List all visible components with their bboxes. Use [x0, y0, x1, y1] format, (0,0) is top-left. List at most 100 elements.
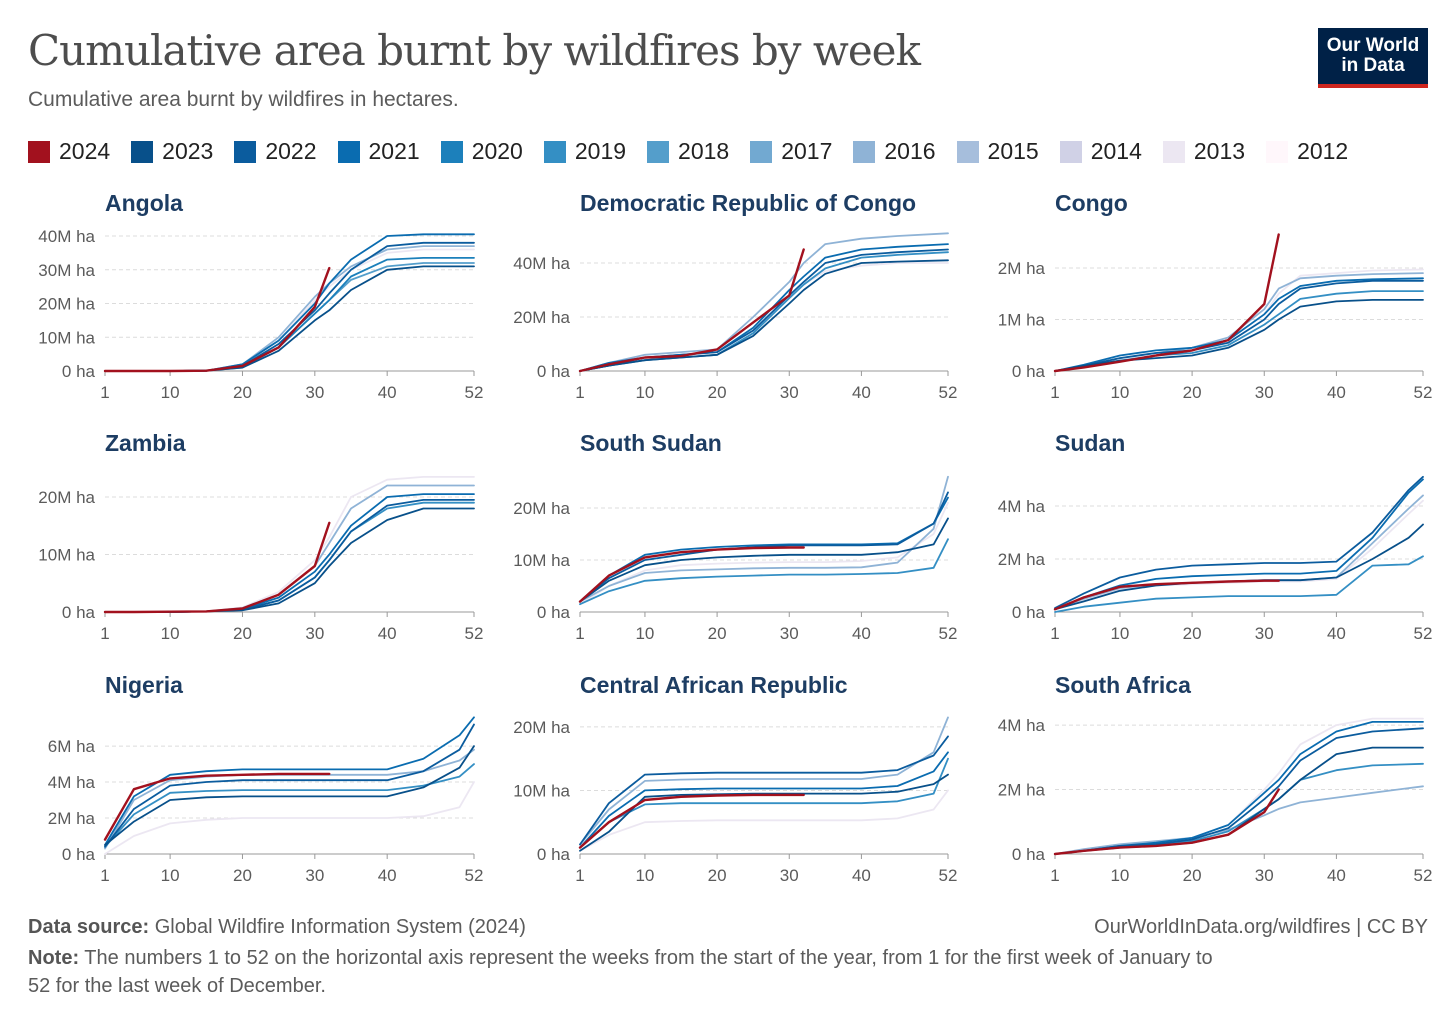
- legend-label: 2020: [471, 138, 523, 164]
- x-tick-label: 20: [1183, 383, 1202, 402]
- x-tick-label: 52: [465, 383, 484, 402]
- x-tick-label: 10: [1110, 866, 1129, 885]
- legend-item-2013[interactable]: 2013: [1162, 138, 1245, 165]
- series-line-2024: [103, 266, 331, 373]
- owid-logo[interactable]: Our World in Data: [1318, 28, 1428, 88]
- legend-swatch: [28, 140, 50, 163]
- chart-panel-democratic-republic-of-congo: Democratic Republic of Congo 0 ha 20M ha 40…: [513, 190, 957, 402]
- x-tick-label: 30: [780, 383, 799, 402]
- x-tick-label: 1: [100, 866, 109, 885]
- series-line-2016: [579, 475, 949, 603]
- legend-item-2016[interactable]: 2016: [853, 138, 936, 165]
- x-tick-label: 20: [708, 383, 727, 402]
- logo-line-2: in Data: [1341, 55, 1405, 76]
- legend-item-2018[interactable]: 2018: [647, 138, 729, 165]
- legend-item-2024[interactable]: 2024: [28, 138, 110, 165]
- series-line-2019: [1054, 555, 1424, 613]
- y-tick-label: 10M ha: [513, 551, 570, 570]
- y-tick-label: 20M ha: [513, 308, 570, 327]
- y-tick-label: 10M ha: [513, 781, 570, 800]
- series-line-2023: [104, 507, 475, 613]
- x-tick-label: 52: [939, 624, 958, 643]
- x-tick-label: 40: [852, 383, 871, 402]
- x-tick-label: 30: [780, 624, 799, 643]
- x-tick-label: 40: [852, 866, 871, 885]
- note-line-2: 52 for the last week of December.: [28, 975, 326, 997]
- x-tick-label: 1: [1050, 383, 1059, 402]
- y-tick-label: 0 ha: [537, 362, 571, 381]
- legend-swatch: [853, 140, 876, 163]
- legend-item-2012[interactable]: 2012: [1266, 138, 1348, 165]
- series-line-2021: [579, 751, 949, 849]
- y-tick-label: 0 ha: [62, 845, 96, 864]
- x-tick-label: 52: [1414, 383, 1433, 402]
- x-tick-label: 20: [708, 624, 727, 643]
- x-tick-label: 1: [100, 624, 109, 643]
- series-line-2023: [579, 517, 949, 603]
- legend-item-2017[interactable]: 2017: [750, 138, 832, 165]
- x-tick-label: 40: [852, 624, 871, 643]
- legend-item-2015[interactable]: 2015: [956, 138, 1039, 165]
- series-line-2019: [579, 757, 949, 849]
- legend-swatch: [647, 140, 670, 163]
- series-line-2013: [579, 789, 949, 852]
- legend-swatch: [337, 140, 360, 163]
- chart-panel-south-sudan: South Sudan 0 ha 10M ha 20M ha 1 10 20 30 40 52: [513, 430, 957, 643]
- series-line-2013: [1054, 717, 1424, 855]
- x-tick-label: 10: [161, 383, 180, 402]
- series-line-2024: [103, 772, 331, 841]
- series-line-2013: [104, 781, 475, 855]
- series-line-2016: [104, 245, 475, 372]
- panel-title: Nigeria: [105, 672, 183, 698]
- legend-item-2020[interactable]: 2020: [440, 138, 523, 165]
- y-tick-label: 20M ha: [38, 488, 95, 507]
- x-tick-label: 52: [939, 866, 958, 885]
- chart-panel-south-africa: South Africa 0 ha 2M ha 4M ha 1 10 20 30 40 52: [998, 672, 1433, 885]
- x-tick-label: 10: [1110, 624, 1129, 643]
- series-line-2022: [1054, 727, 1424, 855]
- y-tick-label: 10M ha: [38, 545, 95, 564]
- y-tick-label: 30M ha: [38, 261, 95, 280]
- legend-item-2023[interactable]: 2023: [131, 138, 213, 165]
- series-line-2023: [579, 773, 949, 852]
- series-line-2022: [104, 723, 475, 848]
- x-tick-label: 30: [305, 866, 324, 885]
- legend-label: 2018: [678, 138, 730, 164]
- source-url-link[interactable]: OurWorldInData.org/wildfires | CC BY: [1094, 916, 1428, 938]
- legend-swatch: [1162, 140, 1185, 163]
- panel-title: South Sudan: [580, 430, 722, 456]
- legend-item-2021[interactable]: 2021: [337, 138, 420, 165]
- y-tick-label: 2M ha: [48, 809, 96, 828]
- x-tick-label: 10: [161, 866, 180, 885]
- y-tick-label: 20M ha: [513, 718, 570, 737]
- chart-panel-angola: Angola 0 ha 10M ha 20M ha 30M ha 40M ha 1 10 20 3…: [38, 190, 483, 402]
- y-tick-label: 20M ha: [513, 499, 570, 518]
- series-line-2018: [104, 262, 475, 372]
- series-line-2019: [104, 501, 475, 613]
- legend-label: 2016: [884, 138, 936, 164]
- legend-item-2014[interactable]: 2014: [1059, 138, 1142, 165]
- series-line-2019: [1054, 290, 1424, 372]
- series-line-2022: [104, 241, 475, 372]
- y-tick-label: 40M ha: [38, 227, 95, 246]
- series-line-2022: [1054, 279, 1424, 372]
- y-tick-label: 2M ha: [998, 550, 1046, 569]
- series-line-2024: [1053, 233, 1280, 373]
- panel-title: Democratic Republic of Congo: [580, 190, 916, 216]
- legend-swatch: [1059, 140, 1082, 163]
- legend-label: 2022: [265, 138, 317, 164]
- note-line-1: The numbers 1 to 52 on the horizontal ax…: [79, 947, 1213, 969]
- y-tick-label: 0 ha: [537, 603, 571, 622]
- series-line-2016: [579, 232, 949, 372]
- series-line-2021: [1054, 478, 1424, 611]
- series-line-2023: [104, 745, 475, 846]
- legend-swatch: [750, 140, 773, 163]
- legend-item-2019[interactable]: 2019: [543, 138, 626, 165]
- note: Note: The numbers 1 to 52 on the horizon…: [28, 947, 1213, 970]
- series-line-2013: [579, 501, 949, 606]
- x-tick-label: 52: [939, 383, 958, 402]
- x-tick-label: 10: [635, 383, 654, 402]
- legend-item-2022[interactable]: 2022: [234, 138, 317, 165]
- series-line-2013: [1054, 268, 1424, 372]
- series-line-2021: [104, 233, 475, 372]
